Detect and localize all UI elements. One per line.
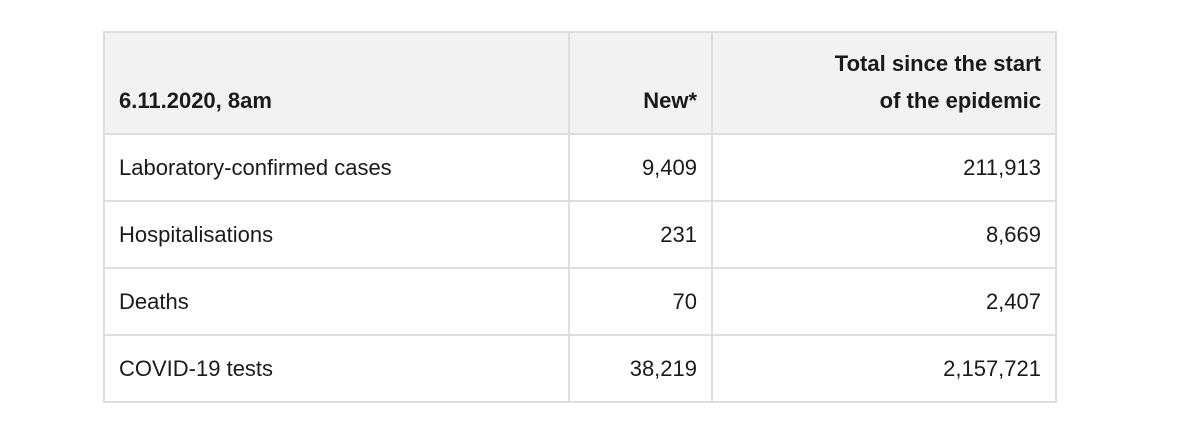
row-total-value: 8,669 (711, 200, 1057, 269)
header-row: 6.11.2020, 8am New* Total since the star… (103, 31, 1057, 135)
row-new-value: 9,409 (568, 133, 713, 202)
header-total-line1: Total since the start (834, 51, 1041, 76)
row-label: Deaths (103, 267, 570, 336)
table-body: Laboratory-confirmed cases 9,409 211,913… (103, 133, 1057, 403)
table-row: COVID-19 tests 38,219 2,157,721 (103, 334, 1057, 403)
header-date: 6.11.2020, 8am (103, 31, 570, 135)
header-total-line2: of the epidemic (879, 88, 1041, 113)
row-total-value: 2,407 (711, 267, 1057, 336)
covid-stats-table-container: 6.11.2020, 8am New* Total since the star… (103, 31, 1057, 403)
covid-stats-table: 6.11.2020, 8am New* Total since the star… (103, 31, 1057, 403)
table-header: 6.11.2020, 8am New* Total since the star… (103, 31, 1057, 135)
row-label: Hospitalisations (103, 200, 570, 269)
table-row: Hospitalisations 231 8,669 (103, 200, 1057, 269)
header-new: New* (568, 31, 713, 135)
row-new-value: 231 (568, 200, 713, 269)
table-row: Deaths 70 2,407 (103, 267, 1057, 336)
row-total-value: 2,157,721 (711, 334, 1057, 403)
row-label: Laboratory-confirmed cases (103, 133, 570, 202)
row-new-value: 70 (568, 267, 713, 336)
row-label: COVID-19 tests (103, 334, 570, 403)
row-new-value: 38,219 (568, 334, 713, 403)
row-total-value: 211,913 (711, 133, 1057, 202)
table-row: Laboratory-confirmed cases 9,409 211,913 (103, 133, 1057, 202)
header-total: Total since the start of the epidemic (711, 31, 1057, 135)
